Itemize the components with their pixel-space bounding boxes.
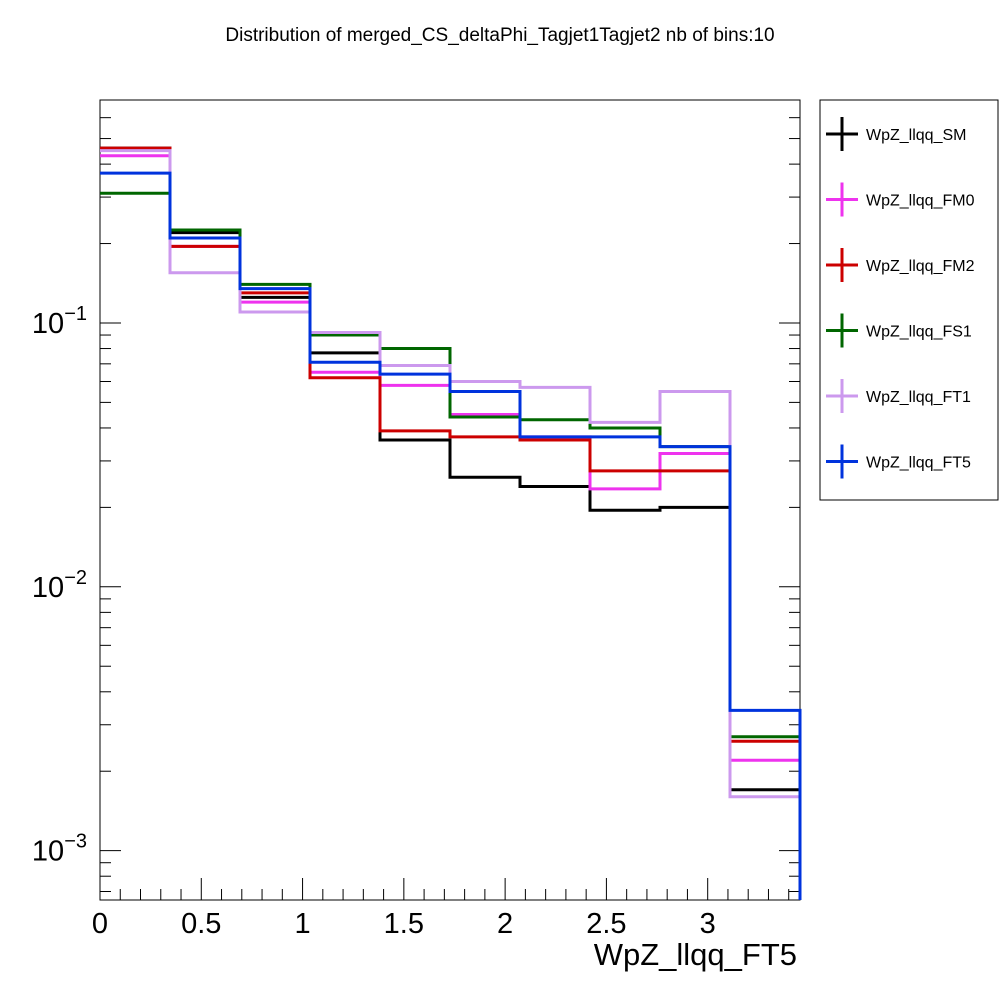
plot-frame: [99, 99, 801, 901]
x-tick-label: 1.5: [384, 908, 424, 940]
y-tick-exponent: −1: [64, 303, 87, 325]
legend-entry: WpZ_llqq_FT5: [826, 444, 971, 479]
legend: WpZ_llqq_SM WpZ_llqq_FM0 WpZ_llqq_FM2 WpZ_l…: [819, 99, 999, 501]
plot-area: [100, 146, 802, 900]
legend-entry: WpZ_llqq_FT1: [826, 379, 971, 413]
legend-entry: WpZ_llqq_FM0: [826, 182, 975, 217]
x-tick-label: 3: [700, 908, 716, 940]
y-tick-exponent: −2: [64, 567, 87, 589]
y-tick-label: 10−2: [32, 567, 87, 604]
legend-entry: WpZ_llqq_FM2: [826, 248, 975, 282]
legend-entry: WpZ_llqq_FS1: [826, 313, 972, 348]
y-tick-label: 10−3: [32, 831, 87, 868]
legend-label: WpZ_llqq_FM2: [866, 258, 975, 275]
series-line-WpZ_llqq_FT1: [100, 149, 802, 900]
legend-label: WpZ_llqq_FT5: [866, 455, 971, 472]
legend-frame: [819, 99, 999, 501]
y-tick-exponent: −3: [64, 831, 87, 853]
legend-label: WpZ_llqq_FS1: [866, 324, 972, 341]
chart-title: Distribution of merged_CS_deltaPhi_Tagje…: [225, 25, 774, 46]
y-tick-mantissa: 10: [32, 836, 64, 868]
x-tick-label: 0.5: [181, 908, 221, 940]
y-tick-mantissa: 10: [32, 572, 64, 604]
x-tick-label: 2: [497, 908, 513, 940]
x-tick-label: 0: [92, 908, 108, 940]
series-line-WpZ_llqq_FS1: [100, 191, 802, 900]
series-line-WpZ_llqq_SM: [100, 146, 802, 900]
legend-label: WpZ_llqq_FM0: [866, 193, 975, 210]
legend-label: WpZ_llqq_SM: [866, 127, 966, 144]
legend-entry: WpZ_llqq_SM: [826, 117, 966, 151]
x-axis-label: WpZ_llqq_FT5: [594, 937, 797, 972]
x-tick-label: 2.5: [586, 908, 626, 940]
series-line-WpZ_llqq_FM0: [100, 154, 802, 900]
y-tick-mantissa: 10: [32, 308, 64, 340]
series-line-WpZ_llqq_FT5: [100, 171, 802, 900]
legend-label: WpZ_llqq_FT1: [866, 389, 971, 406]
legend-entries: WpZ_llqq_SM WpZ_llqq_FM0 WpZ_llqq_FM2 WpZ_l…: [826, 117, 975, 479]
series-line-WpZ_llqq_FM2: [100, 146, 802, 900]
y-tick-label: 10−1: [32, 303, 87, 340]
x-tick-label: 1: [294, 908, 310, 940]
axis-ticks: 0 0.5 1 1.5 2 2.5 310−110−210−3: [32, 117, 800, 940]
